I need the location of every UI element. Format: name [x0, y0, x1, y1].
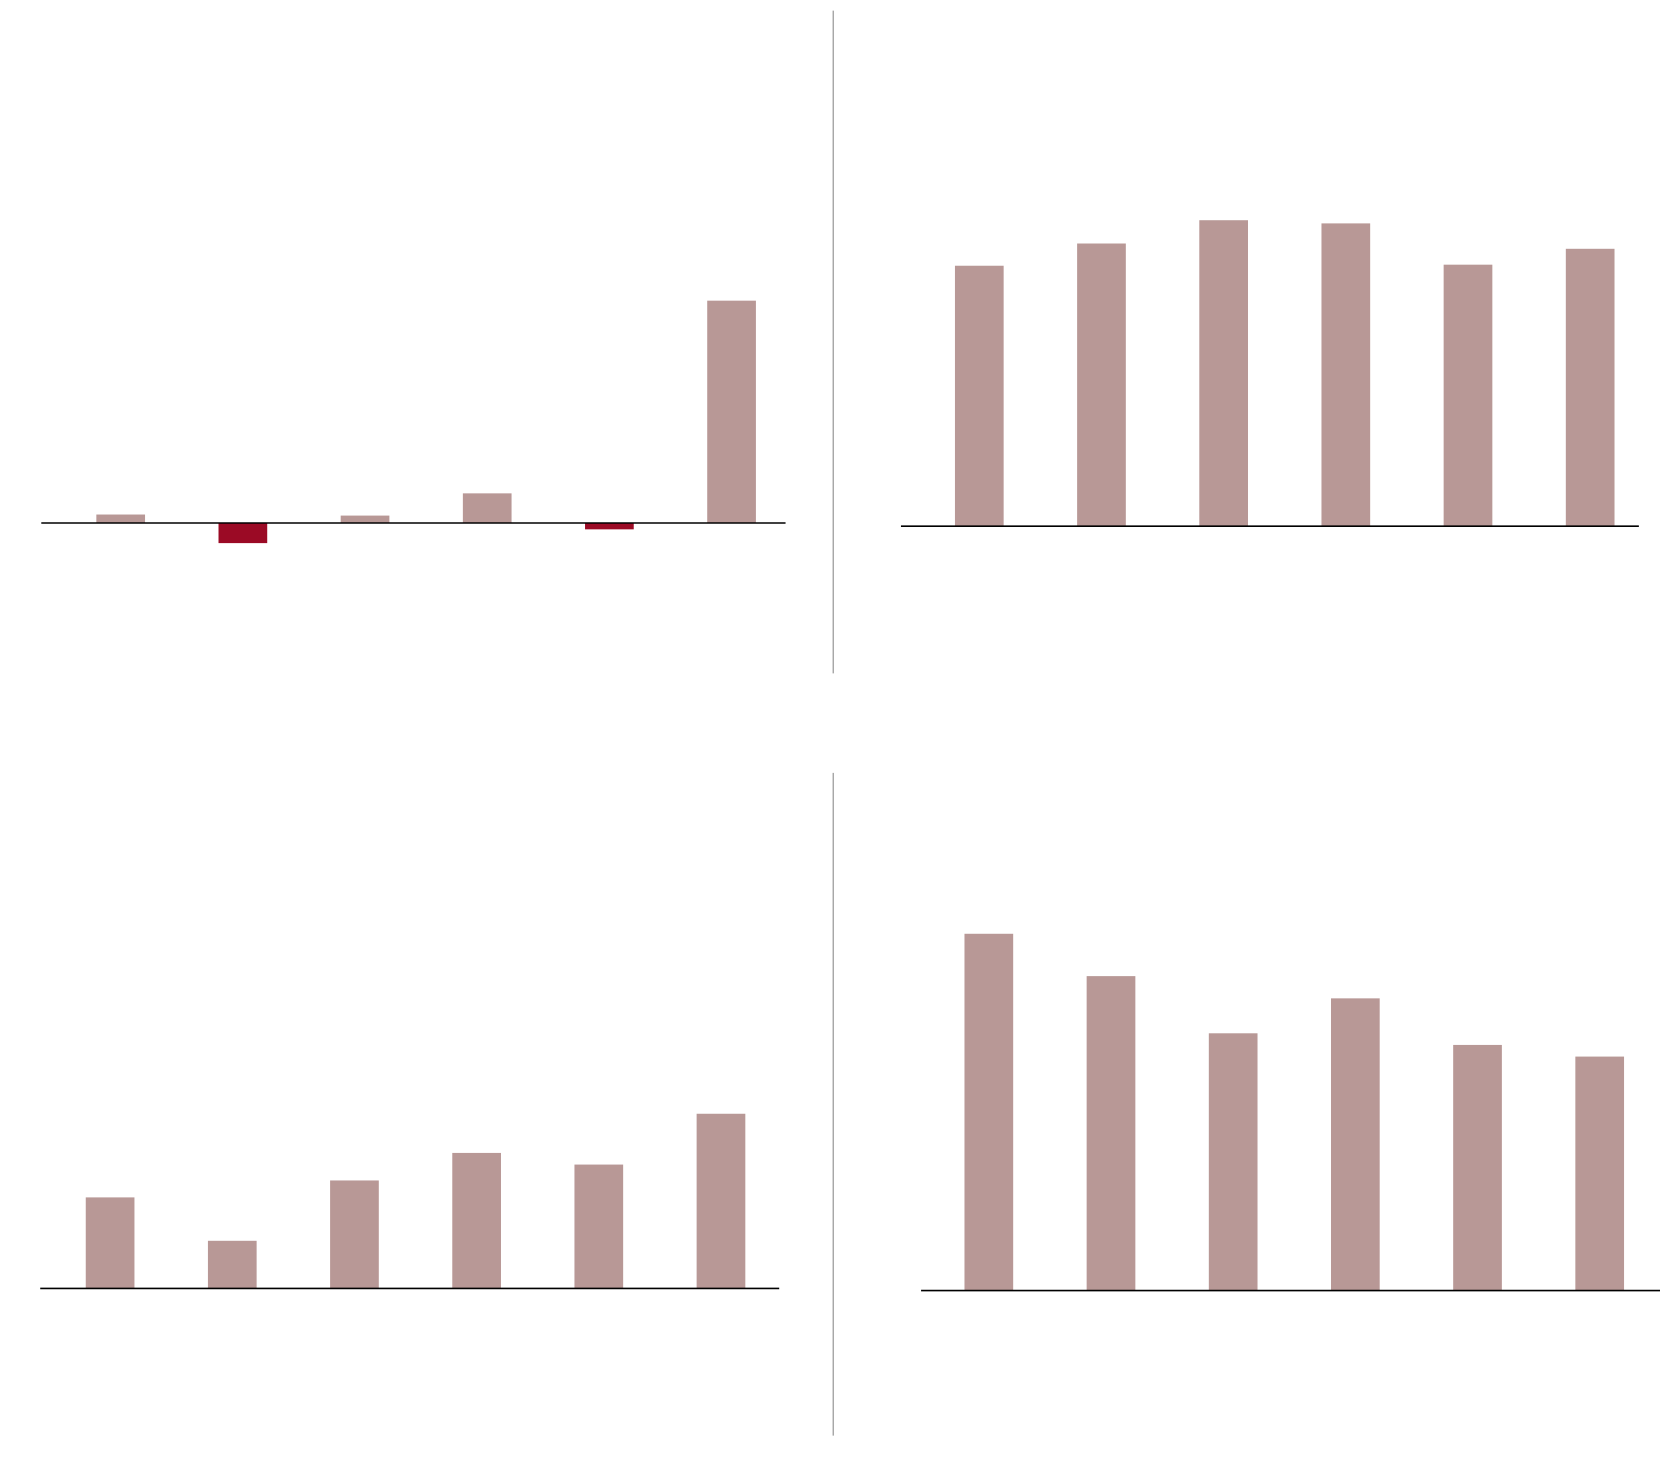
bar	[964, 933, 1014, 1291]
bar	[452, 1152, 501, 1289]
bar	[1208, 1033, 1258, 1291]
charts	[40, 220, 1660, 1292]
bar	[85, 1197, 135, 1289]
bar	[1453, 1044, 1502, 1291]
chart	[900, 220, 1639, 527]
bar	[585, 522, 634, 530]
bar	[1565, 248, 1615, 527]
bar	[218, 522, 268, 544]
bar	[954, 265, 1004, 527]
bar	[96, 514, 146, 523]
chart	[921, 933, 1660, 1292]
bar	[1575, 1056, 1625, 1291]
bar	[696, 1113, 746, 1289]
bar	[574, 1164, 624, 1289]
bar	[1321, 223, 1371, 527]
bar	[1330, 998, 1380, 1291]
bar	[340, 515, 390, 523]
bar	[1443, 264, 1493, 527]
bar	[1199, 220, 1248, 527]
bar	[707, 300, 756, 523]
bar	[1086, 976, 1136, 1291]
bar	[330, 1180, 379, 1289]
chart	[40, 1113, 780, 1290]
bar	[1077, 243, 1126, 527]
chart	[41, 300, 786, 544]
bar	[462, 493, 512, 523]
bar	[207, 1240, 257, 1289]
